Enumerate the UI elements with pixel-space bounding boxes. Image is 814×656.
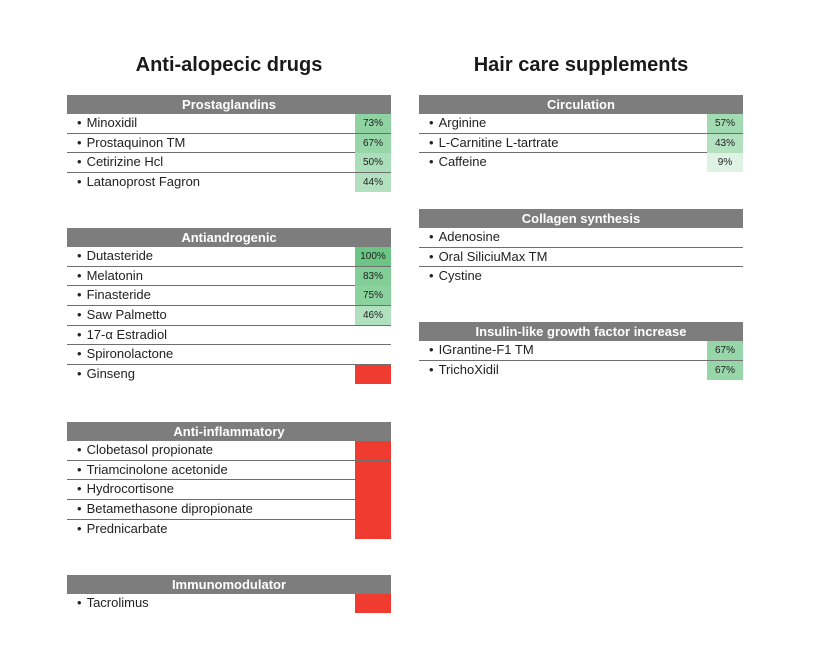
row-label: Ginseng	[77, 365, 135, 383]
table-row: Arginine 57%	[419, 114, 743, 134]
row-label: Adenosine	[429, 228, 500, 246]
value-cell: 83%	[355, 266, 391, 286]
value-cell: 100%	[355, 247, 391, 266]
red-indicator-cell	[355, 519, 391, 539]
table-row: Prednicarbate	[67, 519, 391, 539]
section-anti-inflammatory: Anti-inflammatoryClobetasol propionate Tr…	[67, 422, 391, 539]
table-row: Adenosine	[419, 228, 743, 248]
value-cell: 46%	[355, 306, 391, 326]
row-label: IGrantine-F1 TM	[429, 341, 534, 359]
table-row: Betamethasone dipropionate	[67, 500, 391, 520]
section-insulin-like-growth-factor-increase: Insulin-like growth factor increaseIGran…	[419, 322, 743, 380]
row-label: Melatonin	[77, 267, 143, 285]
section-collagen-synthesis: Collagen synthesisAdenosine Oral SiliciuM…	[419, 209, 743, 286]
row-label: Betamethasone dipropionate	[77, 500, 253, 518]
row-label: Latanoprost Fagron	[77, 173, 200, 191]
table-row: Finasteride 75%	[67, 286, 391, 307]
red-indicator-cell	[355, 365, 391, 385]
table-row: Spironolactone	[67, 345, 391, 366]
row-label: Cystine	[429, 267, 482, 285]
row-label: L-Carnitine L-tartrate	[429, 134, 559, 152]
table-row: Latanoprost Fagron 44%	[67, 173, 391, 193]
row-label: Saw Palmetto	[77, 306, 167, 324]
table-row: Oral SiliciuMax TM	[419, 248, 743, 268]
row-label: 17-α Estradiol	[77, 326, 168, 344]
row-label: Caffeine	[429, 153, 487, 171]
section-header: Antiandrogenic	[67, 228, 391, 247]
table-row: Hydrocortisone	[67, 480, 391, 501]
row-label: Finasteride	[77, 286, 151, 304]
section-immunomodulator: ImmunomodulatorTacrolimus	[67, 575, 391, 613]
table-row: Dutasteride 100%	[67, 247, 391, 267]
table-row: Prostaquinon TM 67%	[67, 133, 391, 154]
row-label: Triamcinolone acetonide	[77, 461, 228, 479]
section-header: Circulation	[419, 95, 743, 114]
table-row: Saw Palmetto 46%	[67, 306, 391, 326]
value-cell: 67%	[707, 341, 743, 360]
row-label: Prednicarbate	[77, 520, 168, 538]
value-cell: 67%	[355, 133, 391, 153]
section-header: Insulin-like growth factor increase	[419, 322, 743, 341]
table-row: Minoxidil 73%	[67, 114, 391, 134]
red-indicator-cell	[355, 500, 391, 520]
row-label: Prostaquinon TM	[77, 134, 186, 152]
row-label: Clobetasol propionate	[77, 441, 213, 459]
table-row: Caffeine 9%	[419, 153, 743, 173]
value-cell: 67%	[707, 360, 743, 380]
section-header: Immunomodulator	[67, 575, 391, 594]
value-cell: 57%	[707, 114, 743, 133]
table-row: TrichoXidil 67%	[419, 360, 743, 380]
table-row: Melatonin 83%	[67, 266, 391, 287]
table-row: Ginseng	[67, 365, 391, 385]
section-prostaglandins: ProstaglandinsMinoxidil73%Prostaquinon T…	[67, 95, 391, 193]
section-circulation: CirculationArginine57%L-Carnitine L-tart…	[419, 95, 743, 173]
row-label: Oral SiliciuMax TM	[429, 248, 548, 266]
row-label: Hydrocortisone	[77, 480, 174, 498]
table-row: IGrantine-F1 TM 67%	[419, 341, 743, 361]
row-label: Arginine	[429, 114, 487, 132]
row-label: Spironolactone	[77, 345, 174, 363]
row-label: TrichoXidil	[429, 361, 499, 379]
value-cell: 75%	[355, 286, 391, 306]
table-row: L-Carnitine L-tartrate 43%	[419, 133, 743, 154]
table-row: 17-α Estradiol	[67, 326, 391, 346]
table-row: Triamcinolone acetonide	[67, 460, 391, 481]
row-label: Minoxidil	[77, 114, 138, 132]
red-indicator-cell	[355, 460, 391, 480]
row-label: Dutasteride	[77, 247, 153, 265]
section-header: Collagen synthesis	[419, 209, 743, 228]
red-indicator-cell	[355, 594, 391, 613]
section-header: Prostaglandins	[67, 95, 391, 114]
value-cell: 44%	[355, 173, 391, 193]
table-row: Cystine	[419, 267, 743, 286]
column-title-anti-alopecic-drugs: Anti-alopecic drugs	[135, 54, 323, 76]
red-indicator-cell	[355, 441, 391, 460]
value-cell: 9%	[707, 153, 743, 173]
value-cell: 50%	[355, 153, 391, 173]
value-cell: 73%	[355, 114, 391, 133]
red-indicator-cell	[355, 480, 391, 500]
table-row: Tacrolimus	[67, 594, 391, 613]
row-label: Cetirizine Hcl	[77, 153, 164, 171]
section-antiandrogenic: AntiandrogenicDutasteride 100% Melatonin 83…	[67, 228, 391, 385]
table-row: Cetirizine Hcl 50%	[67, 153, 391, 174]
section-header: Anti-inflammatory	[67, 422, 391, 441]
column-title-hair-care-supplements: Hair care supplements	[473, 54, 689, 76]
value-cell: 43%	[707, 133, 743, 153]
row-label: Tacrolimus	[77, 594, 149, 612]
table-row: Clobetasol propionate	[67, 441, 391, 461]
